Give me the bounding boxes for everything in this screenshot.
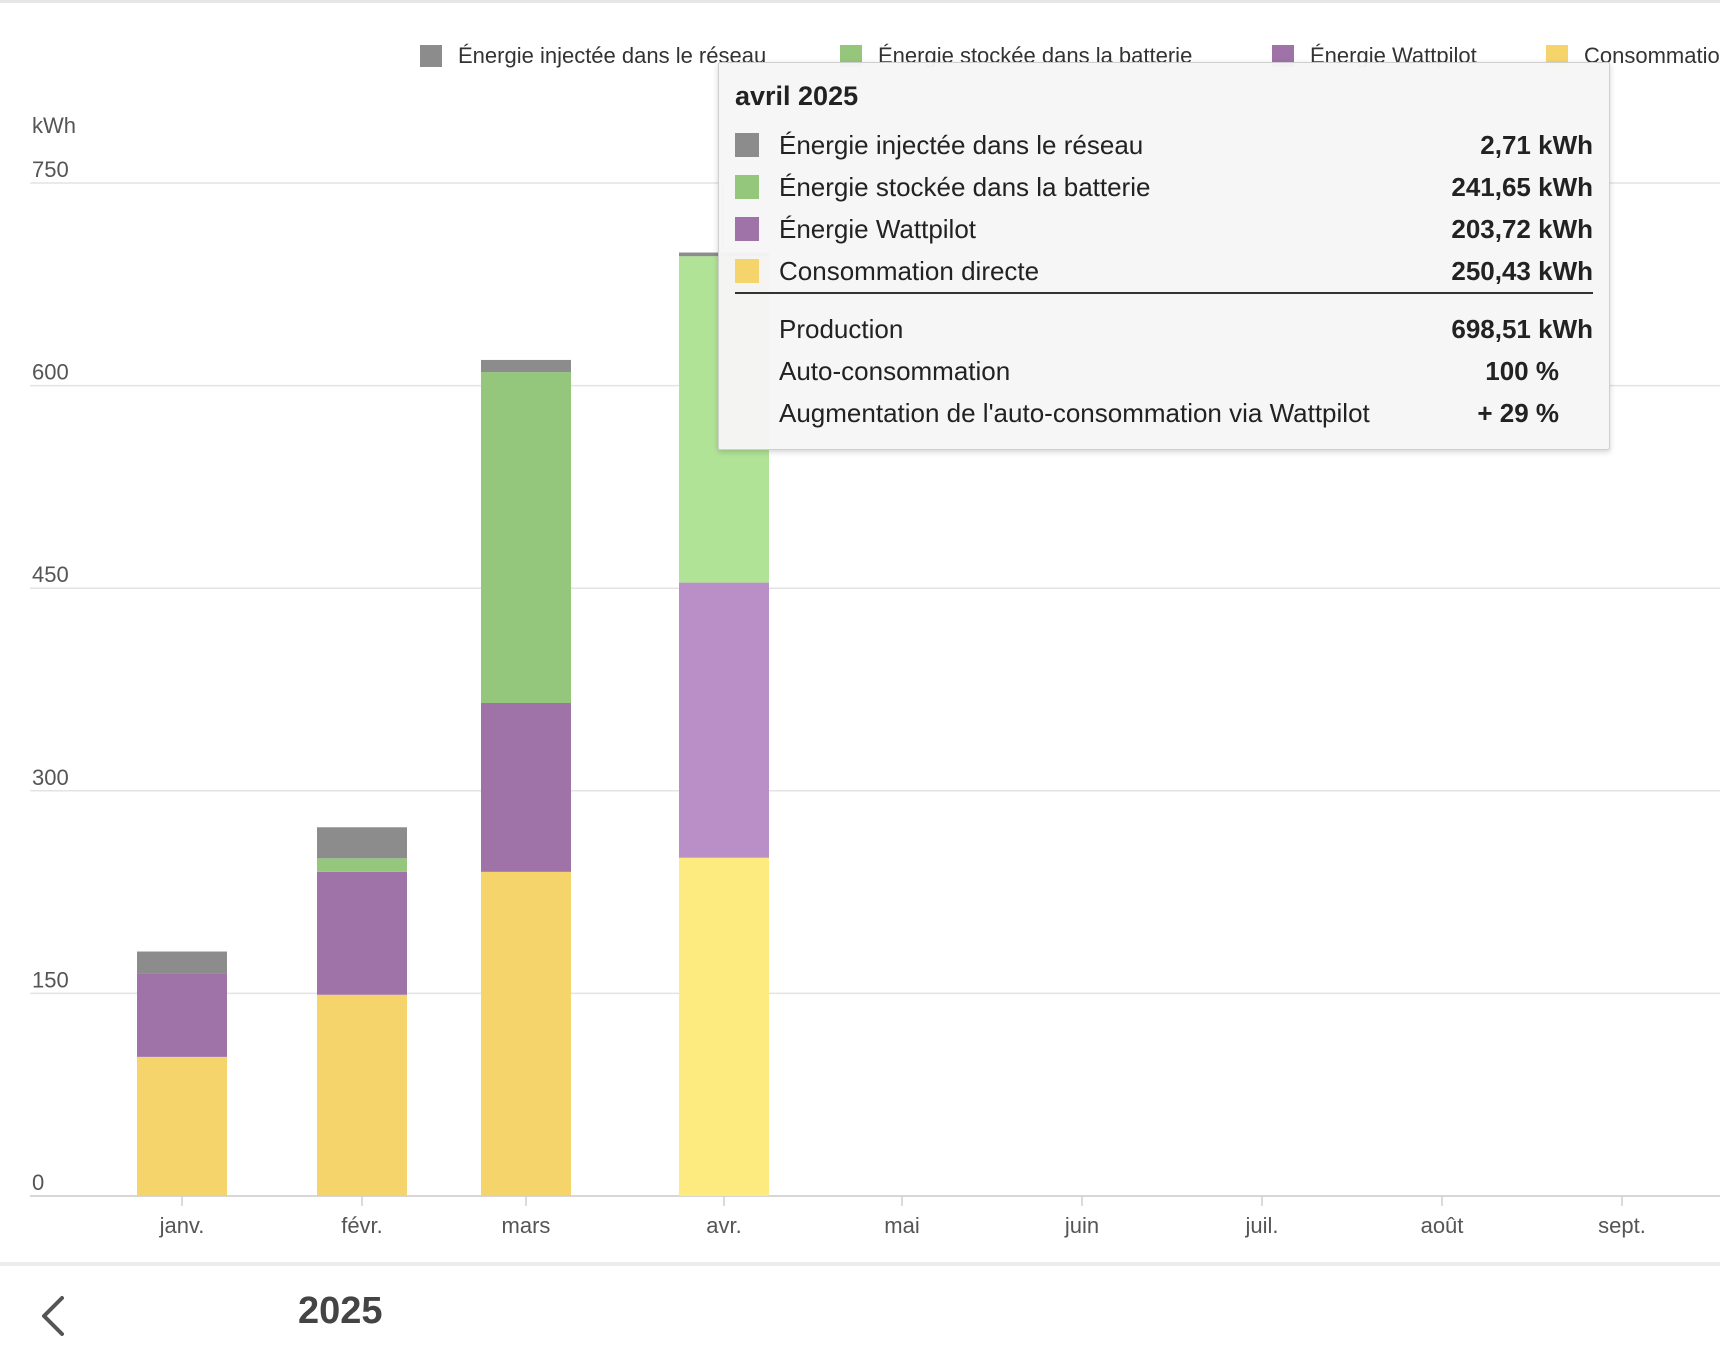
increase-value: + 29 % bbox=[1477, 398, 1559, 428]
x-tick-label: janv. bbox=[159, 1213, 205, 1238]
selfconsumption-label: Auto-consommation bbox=[779, 356, 1011, 386]
tooltip-row-label: Énergie Wattpilot bbox=[779, 214, 977, 244]
tooltip-production-row: Production 698,51 kWh bbox=[719, 309, 1609, 349]
year-label: 2025 bbox=[298, 1290, 383, 1332]
legend-swatch bbox=[840, 45, 862, 67]
y-tick-label: 600 bbox=[32, 360, 69, 385]
increase-label: Augmentation de l'auto-consommation via … bbox=[779, 398, 1370, 428]
bar-segment bbox=[317, 827, 407, 859]
y-tick-label: 750 bbox=[32, 157, 69, 182]
x-tick-label: avr. bbox=[706, 1213, 741, 1238]
x-tick-label: juil. bbox=[1244, 1213, 1278, 1238]
production-value: 698,51 kWh bbox=[1451, 314, 1593, 344]
tooltip-row-value: 2,71 kWh bbox=[1480, 130, 1593, 160]
x-tick-label: juin bbox=[1064, 1213, 1099, 1238]
bar-segment bbox=[481, 359, 571, 373]
previous-year-button[interactable] bbox=[34, 1292, 74, 1340]
tooltip-row-label: Énergie injectée dans le réseau bbox=[779, 130, 1144, 160]
tooltip-row-grid-injection: Énergie injectée dans le réseau 2,71 kWh bbox=[719, 125, 1609, 165]
tooltip-row-label: Énergie stockée dans la batterie bbox=[779, 172, 1151, 202]
bar-segment bbox=[679, 857, 769, 1196]
chart-tooltip: avril 2025 Énergie injectée dans le rése… bbox=[718, 62, 1610, 450]
tooltip-row-value: 241,65 kWh bbox=[1451, 172, 1593, 202]
tooltip-row-label: Consommation directe bbox=[779, 256, 1040, 286]
y-tick-label: 300 bbox=[32, 765, 69, 790]
y-axis-label: kWh bbox=[32, 113, 76, 138]
tooltip-divider bbox=[735, 292, 1593, 294]
tooltip-selfconsumption-row: Auto-consommation 100 % bbox=[719, 351, 1609, 391]
y-tick-label: 0 bbox=[32, 1170, 44, 1195]
y-tick-label: 450 bbox=[32, 562, 69, 587]
x-tick-label: févr. bbox=[341, 1213, 383, 1238]
bar-segment bbox=[481, 871, 571, 1196]
legend-swatch bbox=[420, 45, 442, 67]
bar-segment bbox=[137, 973, 227, 1057]
selfconsumption-value: 100 % bbox=[1485, 356, 1559, 386]
bar-segment bbox=[137, 951, 227, 974]
legend-swatch bbox=[1272, 45, 1294, 67]
x-tick-label: sept. bbox=[1598, 1213, 1646, 1238]
legend-label: Énergie injectée dans le réseau bbox=[458, 43, 767, 68]
bar-segment bbox=[317, 871, 407, 995]
tooltip-swatch bbox=[735, 133, 759, 157]
x-tick-label: août bbox=[1421, 1213, 1464, 1238]
bar-segment bbox=[481, 372, 571, 704]
bar-segment bbox=[679, 582, 769, 858]
tooltip-row-battery: Énergie stockée dans la batterie 241,65 … bbox=[719, 167, 1609, 207]
x-tick-label: mai bbox=[884, 1213, 919, 1238]
production-label: Production bbox=[779, 314, 904, 344]
tooltip-row-value: 203,72 kWh bbox=[1451, 214, 1593, 244]
x-tick-label: mars bbox=[502, 1213, 551, 1238]
tooltip-row-direct-consumption: Consommation directe 250,43 kWh bbox=[719, 251, 1609, 291]
tooltip-swatch bbox=[735, 175, 759, 199]
bar-segment bbox=[317, 858, 407, 872]
y-tick-label: 150 bbox=[32, 967, 69, 992]
legend-swatch bbox=[1546, 45, 1568, 67]
bar-segment bbox=[317, 994, 407, 1196]
chevron-left-icon bbox=[42, 1296, 64, 1336]
tooltip-swatch bbox=[735, 217, 759, 241]
top-divider bbox=[0, 0, 1720, 3]
tooltip-row-wattpilot: Énergie Wattpilot 203,72 kWh bbox=[719, 209, 1609, 249]
tooltip-row-value: 250,43 kWh bbox=[1451, 256, 1593, 286]
tooltip-swatch bbox=[735, 259, 759, 283]
bar-segment bbox=[481, 703, 571, 872]
footer-divider bbox=[0, 1262, 1720, 1266]
tooltip-increase-row: Augmentation de l'auto-consommation via … bbox=[719, 393, 1609, 433]
tooltip-title: avril 2025 bbox=[735, 81, 859, 111]
bar-segment bbox=[137, 1056, 227, 1196]
